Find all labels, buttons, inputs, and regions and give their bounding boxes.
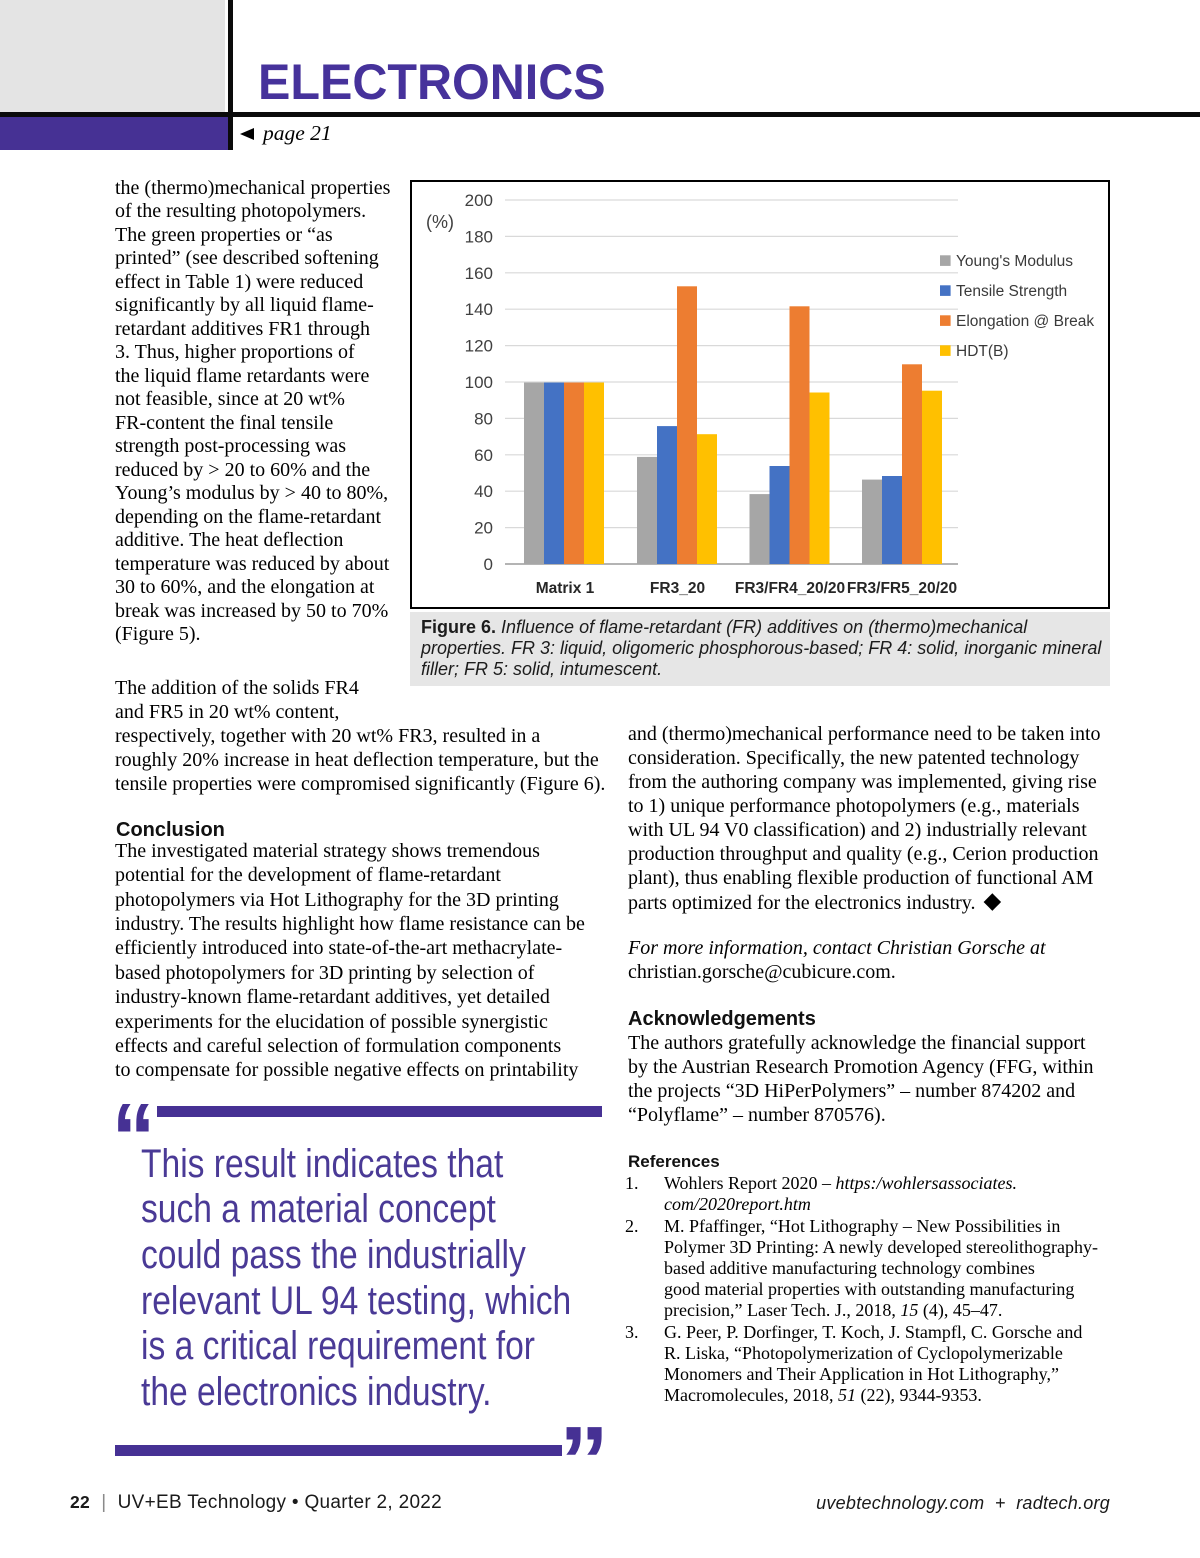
svg-text:Elongation @ Break: Elongation @ Break bbox=[956, 313, 1094, 330]
svg-text:FR3/FR4_20/20: FR3/FR4_20/20 bbox=[735, 580, 845, 597]
svg-text:HDT(B): HDT(B) bbox=[956, 343, 1009, 360]
svg-text:(%): (%) bbox=[426, 212, 454, 232]
svg-text:160: 160 bbox=[465, 264, 493, 283]
svg-text:40: 40 bbox=[474, 482, 493, 501]
svg-text:120: 120 bbox=[465, 337, 493, 356]
svg-text:80: 80 bbox=[474, 409, 493, 428]
svg-text:Tensile Strength: Tensile Strength bbox=[956, 283, 1067, 300]
svg-text:20: 20 bbox=[474, 519, 493, 538]
svg-text:0: 0 bbox=[484, 555, 493, 574]
svg-text:FR3/FR5_20/20: FR3/FR5_20/20 bbox=[847, 580, 957, 597]
svg-text:140: 140 bbox=[465, 300, 493, 319]
svg-text:Young's Modulus: Young's Modulus bbox=[956, 253, 1073, 270]
svg-text:FR3_20: FR3_20 bbox=[650, 580, 705, 597]
svg-text:200: 200 bbox=[465, 191, 493, 210]
svg-text:60: 60 bbox=[474, 446, 493, 465]
svg-text:100: 100 bbox=[465, 373, 493, 392]
svg-text:Matrix 1: Matrix 1 bbox=[536, 580, 595, 597]
svg-text:180: 180 bbox=[465, 227, 493, 246]
